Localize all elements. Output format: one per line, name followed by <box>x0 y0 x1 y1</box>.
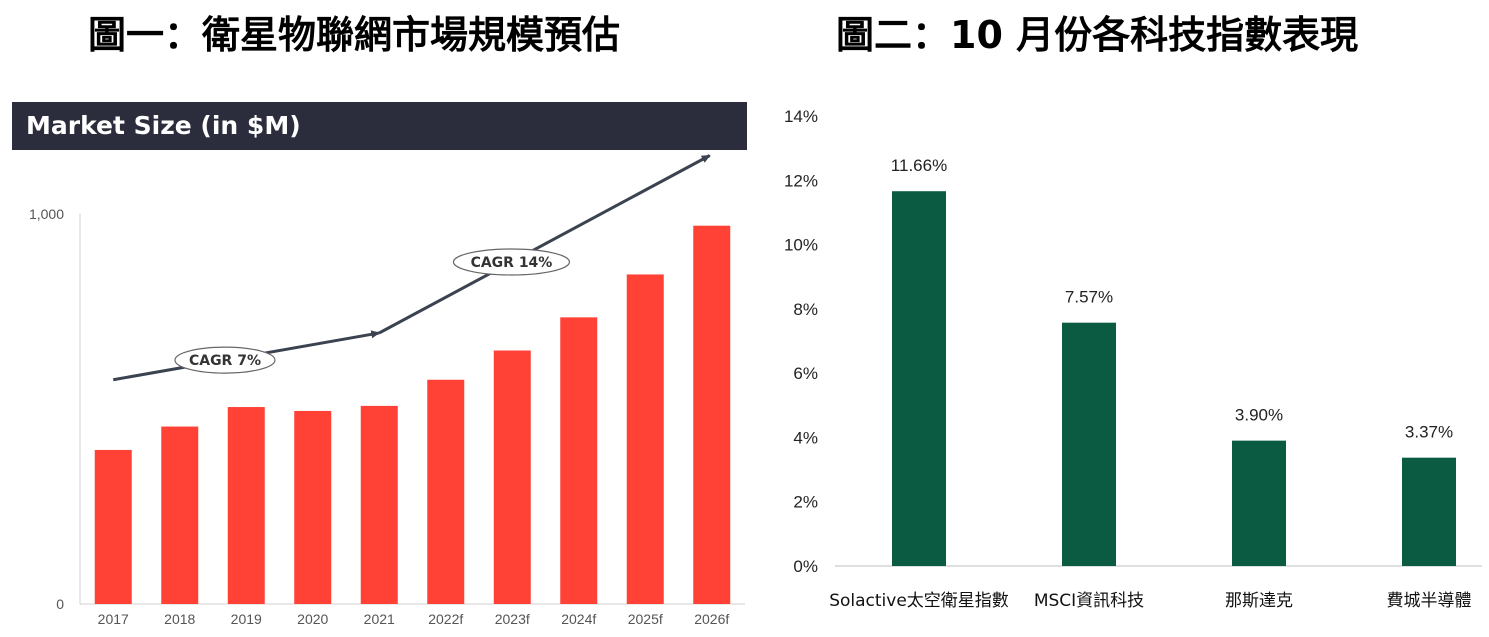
y-tick-label: 2% <box>793 493 818 512</box>
y-tick-label: 6% <box>793 364 818 383</box>
x-tick-label: 2025f <box>628 611 663 627</box>
chart1-title-banner: Market Size (in $M) <box>12 102 747 150</box>
data-label: 7.57% <box>1065 288 1113 307</box>
x-category-label: Solactive太空衛星指數 <box>829 591 1009 611</box>
figure-2-title: 圖二：10 月份各科技指數表現 <box>836 13 1359 57</box>
x-category-label: 那斯達克 <box>1225 591 1293 611</box>
bar-2024f <box>560 317 598 604</box>
bar-2019 <box>227 407 265 604</box>
cagr-label: CAGR 7% <box>189 353 261 369</box>
cagr-label: CAGR 14% <box>471 255 553 271</box>
figure-1-title: 圖一：衛星物聯網市場規模預估 <box>88 13 621 57</box>
bar-2025f <box>626 274 664 604</box>
bar-2023f <box>493 350 531 604</box>
x-tick-label: 2026f <box>694 611 729 627</box>
x-category-label: MSCI資訊科技 <box>1034 591 1144 611</box>
bar-index-4 <box>1402 457 1456 566</box>
y-tick-label: 1,000 <box>29 206 64 222</box>
x-tick-label: 2019 <box>231 611 262 627</box>
cagr-label-oval <box>452 248 571 276</box>
bar-2018 <box>161 426 199 604</box>
y-tick-label: 10% <box>784 236 818 255</box>
y-tick-label: 0 <box>56 596 64 612</box>
y-tick-label: 8% <box>793 300 818 319</box>
cagr-trend-arrow <box>378 154 711 335</box>
cagr-label-oval <box>174 346 276 374</box>
data-label: 11.66% <box>891 156 947 175</box>
bar-2026f <box>693 225 731 604</box>
bar-2021 <box>360 405 398 604</box>
x-tick-label: 2021 <box>364 611 395 627</box>
bar-index-3 <box>1232 440 1286 566</box>
x-tick-label: 2023f <box>495 611 530 627</box>
bar-2022f <box>427 379 465 604</box>
y-tick-label: 12% <box>784 171 818 190</box>
x-tick-label: 2018 <box>164 611 195 627</box>
data-label: 3.37% <box>1405 423 1453 442</box>
y-tick-label: 4% <box>793 428 818 447</box>
y-tick-label: 14% <box>784 107 818 126</box>
y-tick-label: 0% <box>793 557 818 576</box>
x-tick-label: 2020 <box>297 611 328 627</box>
x-tick-label: 2024f <box>561 611 596 627</box>
bar-2017 <box>94 449 132 604</box>
x-category-label: 費城半導體 <box>1387 591 1472 611</box>
x-tick-label: 2017 <box>98 611 129 627</box>
bar-2020 <box>294 410 332 604</box>
data-label: 3.90% <box>1235 406 1283 425</box>
bar-index-2 <box>1062 322 1116 566</box>
x-tick-label: 2022f <box>428 611 463 627</box>
market-size-chart: 0 1,000 2017 2018 2019 2020 2021 2022f 2023f 2024… <box>29 154 745 627</box>
bar-index-1 <box>892 191 946 566</box>
